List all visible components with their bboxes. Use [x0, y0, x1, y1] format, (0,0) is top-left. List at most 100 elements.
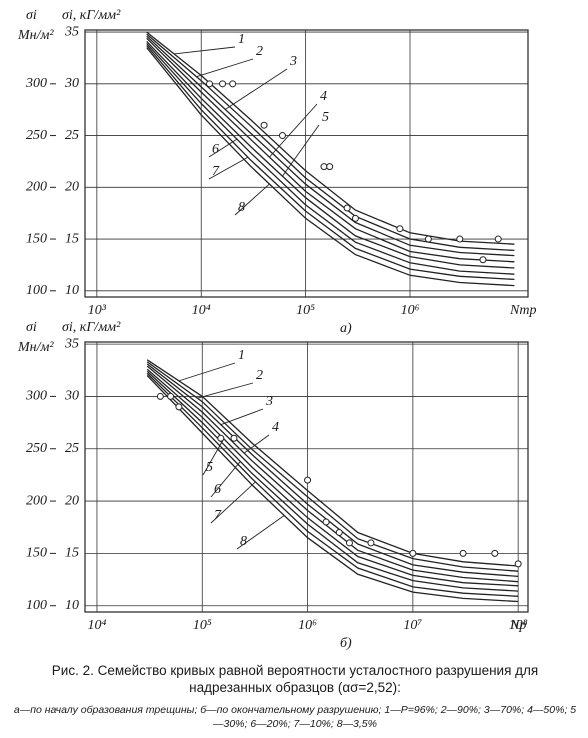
fatigue-curve: [146, 370, 519, 592]
data-point: [367, 539, 375, 547]
curve-label: 8: [238, 200, 245, 215]
leader-line: [234, 183, 270, 216]
y-tick-label: 10: [65, 283, 79, 298]
y2-tick-label: 150: [26, 546, 47, 561]
x-axis-label: Nтр: [509, 303, 536, 318]
leader-line: [178, 362, 236, 382]
y2-tick-label: 100: [26, 283, 47, 298]
data-point: [494, 235, 502, 243]
curve-label: 7: [212, 164, 220, 179]
data-point: [260, 121, 268, 129]
y2-axis-unit: Мн/м²: [17, 340, 54, 355]
curve-label: 5: [322, 110, 329, 125]
figure-legend: а—по началу образования трещины; б—по ок…: [13, 704, 577, 730]
data-point: [175, 403, 183, 411]
panel-label: а): [340, 321, 352, 336]
y2-tick-label: 250: [26, 128, 47, 143]
y2-tick-label: 200: [26, 493, 47, 508]
y-axis-label: σi, кГ/мм²: [62, 320, 121, 335]
leader-line: [196, 58, 254, 78]
fatigue-curve: [146, 47, 515, 287]
y2-tick-label: 300: [25, 389, 47, 404]
y-tick-label: 15: [65, 546, 79, 561]
leader-line: [208, 156, 249, 180]
curve-label: 7: [214, 508, 222, 523]
y2-axis-label: σi: [26, 8, 37, 23]
leader-line: [236, 515, 285, 550]
y-tick-label: 10: [65, 598, 79, 613]
fatigue-curve: [146, 368, 519, 587]
fatigue-curve: [146, 375, 519, 603]
y2-axis-label: σi: [26, 320, 37, 335]
curve-label: 6: [214, 482, 221, 497]
y2-tick-label: 300: [25, 76, 47, 91]
data-point: [219, 80, 227, 88]
y2-tick-label: 100: [26, 598, 47, 613]
x-tick-label: 10⁴: [192, 303, 211, 318]
y-tick-label: 15: [65, 231, 79, 246]
y-tick-label: 20: [65, 493, 79, 508]
curve-label: 1: [238, 32, 245, 47]
y-tick-label: 25: [65, 441, 79, 456]
plot-frame: [84, 341, 529, 613]
fatigue-curve: [146, 372, 519, 597]
data-point: [345, 539, 353, 547]
x-axis-label: Np: [509, 618, 526, 633]
data-point: [304, 476, 312, 484]
curve-label: 4: [320, 89, 327, 104]
fatigue-curve: [146, 361, 519, 572]
curve-label: 5: [206, 460, 213, 475]
data-point: [424, 235, 432, 243]
fatigue-curve: [146, 43, 515, 275]
fatigue-curve: [146, 40, 515, 269]
fatigue-curve: [146, 45, 515, 281]
data-point: [167, 392, 175, 400]
y2-axis-unit: Мн/м²: [17, 28, 54, 43]
fatigue-curve: [146, 37, 515, 263]
y-tick-label: 25: [65, 128, 79, 143]
data-point: [409, 549, 417, 557]
curve-label: 3: [289, 54, 297, 69]
leader-line: [197, 382, 254, 399]
x-tick-label: 10⁵: [193, 618, 212, 633]
x-tick-label: 10³: [88, 303, 107, 318]
data-point: [343, 204, 351, 212]
curve-label: 8: [240, 534, 247, 549]
leader-line: [174, 46, 236, 55]
data-point: [322, 518, 330, 526]
chart: 10³ 10⁴ 10⁵ 10⁶101520253035100150200250300σ…: [17, 8, 536, 651]
plot-frame: [84, 29, 529, 298]
data-point: [156, 392, 164, 400]
y-tick-label: 20: [65, 180, 79, 195]
leader-line: [243, 434, 270, 454]
data-point: [491, 549, 499, 557]
leader-line: [210, 481, 256, 524]
y-tick-label: 35: [64, 24, 79, 39]
data-point: [351, 214, 359, 222]
fatigue-curve: [146, 359, 519, 567]
curve-label: 2: [256, 44, 263, 59]
data-point: [326, 163, 334, 171]
x-tick-label: 10⁴: [88, 618, 107, 633]
fatigue-curve: [146, 33, 515, 252]
data-point: [217, 434, 225, 442]
data-point: [479, 256, 487, 264]
leader-line: [225, 68, 288, 110]
y-tick-label: 30: [64, 76, 79, 91]
y2-tick-label: 250: [26, 441, 47, 456]
leader-line: [269, 103, 318, 158]
figure-caption: Рис. 2. Семейство кривых равной вероятно…: [51, 663, 539, 695]
x-tick-label: 10⁷: [403, 618, 422, 633]
curve-label: 3: [265, 394, 273, 409]
data-point: [229, 80, 237, 88]
x-tick-label: 10⁸: [509, 618, 528, 633]
y2-tick-label: 200: [26, 180, 47, 195]
fatigue-curve: [146, 35, 515, 257]
y2-tick-label: 150: [26, 231, 47, 246]
data-point: [320, 163, 328, 171]
y-axis-label: σi, кГ/мм²: [62, 8, 121, 23]
data-point: [230, 434, 238, 442]
curve-label: 1: [238, 348, 245, 363]
data-point: [456, 235, 464, 243]
